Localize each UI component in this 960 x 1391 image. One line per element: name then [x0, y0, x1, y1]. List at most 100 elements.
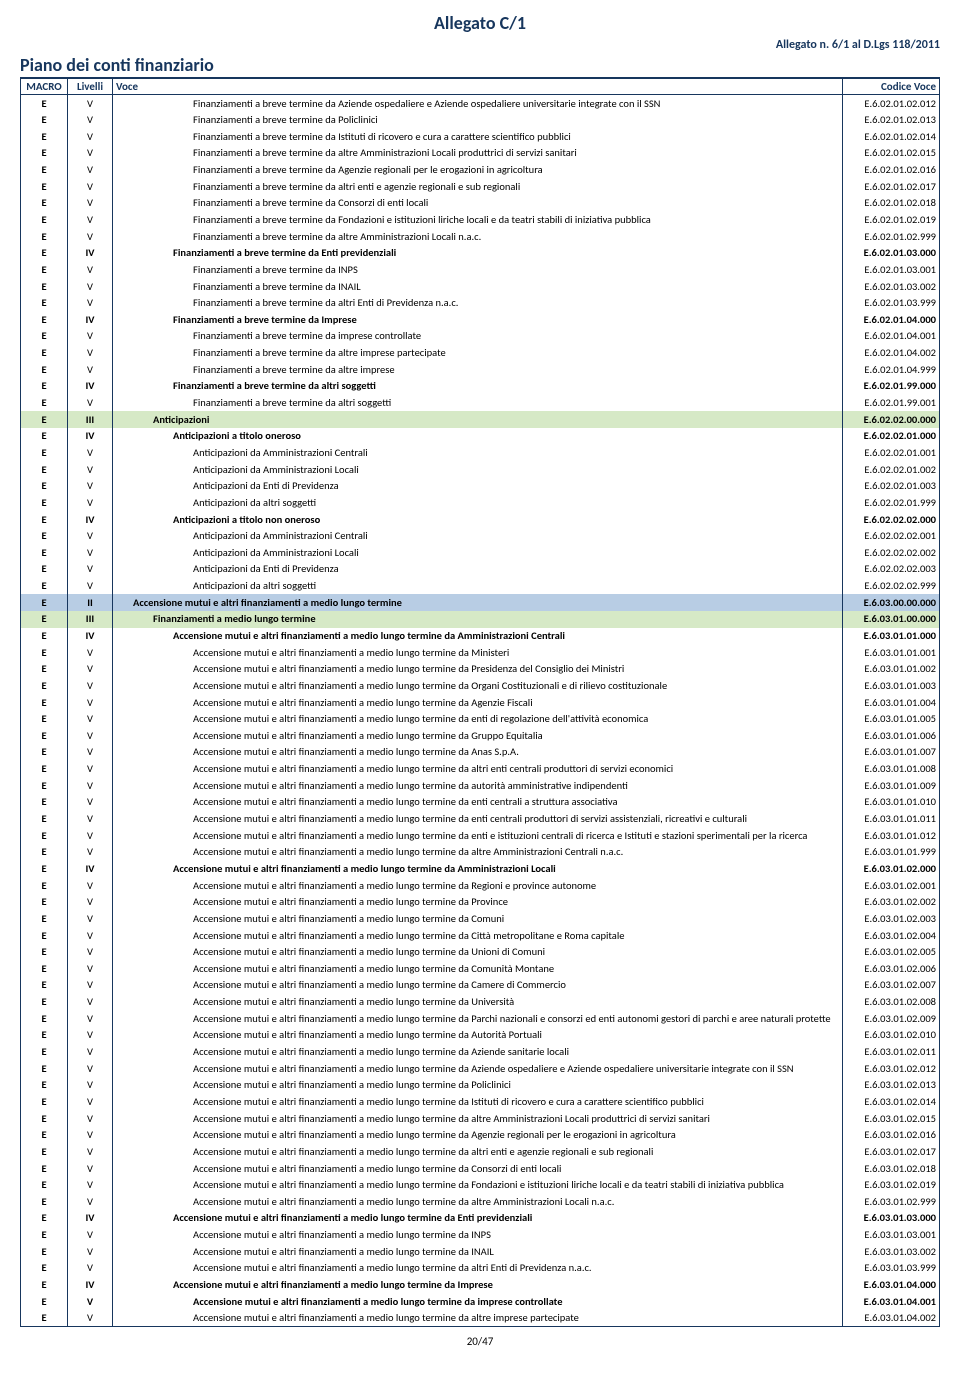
- cell-livelli: IV: [68, 245, 113, 262]
- cell-macro: E: [21, 1177, 68, 1194]
- cell-macro: E: [21, 494, 68, 511]
- cell-voce: Finanziamenti a breve termine da altre i…: [113, 345, 843, 362]
- cell-voce: Accensione mutui e altri finanziamenti a…: [113, 1060, 843, 1077]
- table-row: EVAccensione mutui e altri finanziamenti…: [21, 727, 940, 744]
- cell-macro: E: [21, 894, 68, 911]
- table-row: EVAccensione mutui e altri finanziamenti…: [21, 977, 940, 994]
- cell-voce: Anticipazioni: [113, 411, 843, 428]
- col-voce: Voce: [113, 79, 843, 95]
- cell-macro: E: [21, 1227, 68, 1244]
- cell-livelli: V: [68, 461, 113, 478]
- cell-livelli: IV: [68, 511, 113, 528]
- table-row: EVAccensione mutui e altri finanziamenti…: [21, 694, 940, 711]
- cell-codice: E.6.03.01.01.004: [843, 694, 940, 711]
- cell-voce: Accensione mutui e altri finanziamenti a…: [113, 1260, 843, 1277]
- table-row: EIIAccensione mutui e altri finanziament…: [21, 594, 940, 611]
- cell-voce: Anticipazioni da Enti di Previdenza: [113, 478, 843, 495]
- cell-voce: Accensione mutui e altri finanziamenti a…: [113, 877, 843, 894]
- cell-livelli: IV: [68, 1276, 113, 1293]
- cell-livelli: V: [68, 112, 113, 129]
- cell-livelli: V: [68, 444, 113, 461]
- cell-macro: E: [21, 295, 68, 312]
- cell-voce: Finanziamenti a breve termine da Agenzie…: [113, 162, 843, 179]
- cell-macro: E: [21, 478, 68, 495]
- table-row: EVAccensione mutui e altri finanziamenti…: [21, 944, 940, 961]
- cell-livelli: V: [68, 278, 113, 295]
- cell-livelli: V: [68, 1260, 113, 1277]
- cell-codice: E.6.02.01.02.013: [843, 112, 940, 129]
- cell-voce: Accensione mutui e altri finanziamenti a…: [113, 910, 843, 927]
- table-row: EVFinanziamenti a breve termine da altri…: [21, 178, 940, 195]
- cell-livelli: V: [68, 1193, 113, 1210]
- cell-livelli: V: [68, 960, 113, 977]
- cell-livelli: V: [68, 395, 113, 412]
- cell-macro: E: [21, 1010, 68, 1027]
- cell-macro: E: [21, 428, 68, 445]
- table-row: EVFinanziamenti a breve termine da Fonda…: [21, 211, 940, 228]
- cell-macro: E: [21, 594, 68, 611]
- cell-voce: Finanziamenti a breve termine da Enti pr…: [113, 245, 843, 262]
- cell-codice: E.6.03.01.01.008: [843, 761, 940, 778]
- cell-livelli: IV: [68, 628, 113, 645]
- cell-voce: Accensione mutui e altri finanziamenti a…: [113, 994, 843, 1011]
- cell-codice: E.6.03.01.02.016: [843, 1127, 940, 1144]
- cell-macro: E: [21, 1093, 68, 1110]
- table-row: EVAccensione mutui e altri finanziamenti…: [21, 1227, 940, 1244]
- cell-codice: E.6.03.01.01.011: [843, 811, 940, 828]
- cell-livelli: V: [68, 578, 113, 595]
- table-header-row: MACRO Livelli Voce Codice Voce: [21, 79, 940, 95]
- table-row: EVFinanziamenti a breve termine da Agenz…: [21, 162, 940, 179]
- table-row: EVAccensione mutui e altri finanziamenti…: [21, 1193, 940, 1210]
- table-row: EVAnticipazioni da Enti di PrevidenzaE.6…: [21, 561, 940, 578]
- cell-voce: Anticipazioni a titolo oneroso: [113, 428, 843, 445]
- cell-codice: E.6.03.01.02.019: [843, 1177, 940, 1194]
- cell-voce: Finanziamenti a breve termine da INPS: [113, 261, 843, 278]
- cell-voce: Finanziamenti a breve termine da altre A…: [113, 228, 843, 245]
- cell-codice: E.6.03.01.01.001: [843, 644, 940, 661]
- cell-codice: E.6.03.01.03.999: [843, 1260, 940, 1277]
- cell-macro: E: [21, 677, 68, 694]
- cell-voce: Anticipazioni a titolo non oneroso: [113, 511, 843, 528]
- cell-macro: E: [21, 278, 68, 295]
- cell-voce: Accensione mutui e altri finanziamenti a…: [113, 1276, 843, 1293]
- cell-livelli: V: [68, 1127, 113, 1144]
- cell-macro: E: [21, 1060, 68, 1077]
- cell-macro: E: [21, 1210, 68, 1227]
- cell-livelli: V: [68, 1243, 113, 1260]
- table-row: EVAccensione mutui e altri finanziamenti…: [21, 1127, 940, 1144]
- table-row: EVAnticipazioni da Amministrazioni Centr…: [21, 444, 940, 461]
- cell-macro: E: [21, 261, 68, 278]
- table-row: EVAccensione mutui e altri finanziamenti…: [21, 761, 940, 778]
- cell-voce: Finanziamenti a breve termine da altre i…: [113, 361, 843, 378]
- cell-codice: E.6.03.01.03.000: [843, 1210, 940, 1227]
- cell-voce: Accensione mutui e altri finanziamenti a…: [113, 860, 843, 877]
- cell-livelli: V: [68, 328, 113, 345]
- cell-codice: E.6.03.01.02.017: [843, 1143, 940, 1160]
- cell-voce: Accensione mutui e altri finanziamenti a…: [113, 1160, 843, 1177]
- cell-codice: E.6.02.01.02.015: [843, 145, 940, 162]
- cell-macro: E: [21, 328, 68, 345]
- cell-livelli: V: [68, 661, 113, 678]
- table-row: EIVFinanziamenti a breve termine da altr…: [21, 378, 940, 395]
- cell-voce: Finanziamenti a breve termine da altri s…: [113, 395, 843, 412]
- table-row: EVAccensione mutui e altri finanziamenti…: [21, 844, 940, 861]
- cell-livelli: V: [68, 1310, 113, 1327]
- table-row: EVAccensione mutui e altri finanziamenti…: [21, 1060, 940, 1077]
- cell-codice: E.6.03.01.02.008: [843, 994, 940, 1011]
- cell-macro: E: [21, 345, 68, 362]
- cell-voce: Accensione mutui e altri finanziamenti a…: [113, 1110, 843, 1127]
- cell-codice: E.6.02.01.02.999: [843, 228, 940, 245]
- cell-macro: E: [21, 944, 68, 961]
- cell-macro: E: [21, 1127, 68, 1144]
- page-subtitle-right: Allegato n. 6/1 al D.Lgs 118/2011: [20, 38, 940, 52]
- cell-macro: E: [21, 361, 68, 378]
- cell-voce: Accensione mutui e altri finanziamenti a…: [113, 727, 843, 744]
- cell-livelli: IV: [68, 428, 113, 445]
- cell-macro: E: [21, 644, 68, 661]
- cell-livelli: III: [68, 411, 113, 428]
- cell-macro: E: [21, 1260, 68, 1277]
- cell-codice: E.6.03.01.01.002: [843, 661, 940, 678]
- cell-livelli: V: [68, 644, 113, 661]
- cell-codice: E.6.03.01.02.001: [843, 877, 940, 894]
- cell-macro: E: [21, 1077, 68, 1094]
